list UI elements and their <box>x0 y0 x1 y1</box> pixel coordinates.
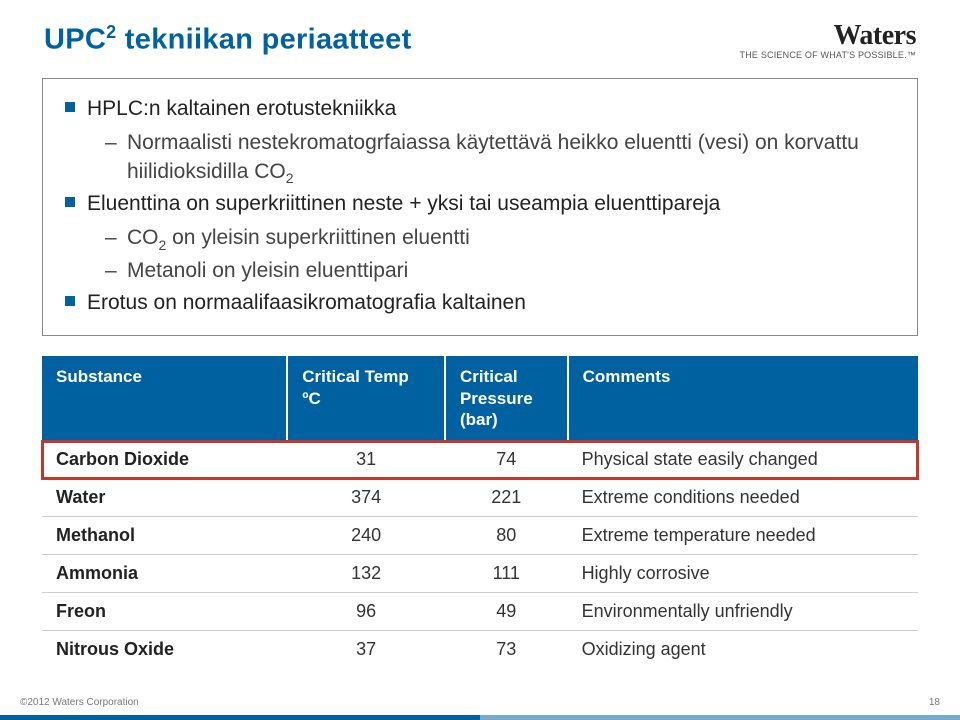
cell-substance: Methanol <box>42 517 287 555</box>
cell-substance: Freon <box>42 593 287 631</box>
th-temp: Critical Temp ºC <box>287 356 445 440</box>
th-substance: Substance <box>42 356 287 440</box>
bullet-2-1: CO2 on yleisin superkriittinen eluentti <box>105 224 895 252</box>
data-table: Substance Critical Temp ºC Critical Pres… <box>42 356 918 668</box>
cell-pressure: 49 <box>445 593 568 631</box>
bullet-3: Erotus on normaalifaasikromatografia kal… <box>65 289 895 317</box>
cell-pressure: 73 <box>445 631 568 669</box>
content-box: HPLC:n kaltainen erotustekniikka Normaal… <box>42 78 918 336</box>
square-icon <box>65 197 75 207</box>
cell-pressure: 111 <box>445 555 568 593</box>
cell-comment: Extreme temperature needed <box>568 517 918 555</box>
table-row: Freon9649Environmentally unfriendly <box>42 593 918 631</box>
table-row: Ammonia132111Highly corrosive <box>42 555 918 593</box>
cell-temp: 132 <box>287 555 445 593</box>
cell-comment: Oxidizing agent <box>568 631 918 669</box>
cell-temp: 240 <box>287 517 445 555</box>
page-title: UPC2 tekniikan periaatteet <box>44 22 412 57</box>
cell-comment: Extreme conditions needed <box>568 479 918 517</box>
bullet-3-text: Erotus on normaalifaasikromatografia kal… <box>87 289 526 317</box>
header: UPC2 tekniikan periaatteet Waters THE SC… <box>0 0 960 60</box>
cell-temp: 37 <box>287 631 445 669</box>
cell-substance: Ammonia <box>42 555 287 593</box>
copyright: ©2012 Waters Corporation <box>20 697 139 708</box>
th-pressure-l2: Pressure <box>460 389 533 408</box>
table-row: Nitrous Oxide3773Oxidizing agent <box>42 631 918 669</box>
cell-pressure: 80 <box>445 517 568 555</box>
cell-comment: Physical state easily changed <box>568 441 918 479</box>
cell-pressure: 74 <box>445 441 568 479</box>
cell-temp: 374 <box>287 479 445 517</box>
logo-tagline: THE SCIENCE OF WHAT'S POSSIBLE.™ <box>740 50 916 60</box>
th-pressure-l3: (bar) <box>460 410 498 429</box>
bullet-1: HPLC:n kaltainen erotustekniikka <box>65 95 895 123</box>
th-pressure-l1: Critical <box>460 367 518 386</box>
title-pre: UPC <box>44 24 106 56</box>
cell-substance: Carbon Dioxide <box>42 441 287 479</box>
table-row: Water374221Extreme conditions needed <box>42 479 918 517</box>
bottom-accent-bar <box>0 715 960 720</box>
cell-temp: 96 <box>287 593 445 631</box>
logo-text: Waters <box>740 20 916 52</box>
cell-comment: Environmentally unfriendly <box>568 593 918 631</box>
footer: ©2012 Waters Corporation 18 <box>20 697 940 708</box>
table: Substance Critical Temp ºC Critical Pres… <box>42 356 918 668</box>
cell-temp: 31 <box>287 441 445 479</box>
cell-substance: Water <box>42 479 287 517</box>
bullet-2-2: Metanoli on yleisin eluenttipari <box>105 257 895 285</box>
th-comments: Comments <box>568 356 918 440</box>
bullet-1-text: HPLC:n kaltainen erotustekniikka <box>87 95 396 123</box>
page-number: 18 <box>929 697 940 708</box>
square-icon <box>65 102 75 112</box>
title-post: tekniikan periaatteet <box>116 24 411 56</box>
title-sup: 2 <box>106 22 116 42</box>
square-icon <box>65 296 75 306</box>
th-pressure: Critical Pressure (bar) <box>445 356 568 440</box>
bullet-2-text: Eluenttina on superkriittinen neste + yk… <box>87 190 720 218</box>
bullet-2-1-pre: CO <box>127 226 159 249</box>
cell-substance: Nitrous Oxide <box>42 631 287 669</box>
table-body: Carbon Dioxide3174Physical state easily … <box>42 441 918 669</box>
cell-pressure: 221 <box>445 479 568 517</box>
slide: UPC2 tekniikan periaatteet Waters THE SC… <box>0 0 960 720</box>
bullet-1-1-pre: Normaalisti nestekromatogrfaiassa käytet… <box>127 131 859 182</box>
table-head: Substance Critical Temp ºC Critical Pres… <box>42 356 918 440</box>
logo: Waters THE SCIENCE OF WHAT'S POSSIBLE.™ <box>740 20 916 60</box>
bullet-1-1: Normaalisti nestekromatogrfaiassa käytet… <box>105 129 895 186</box>
bullet-2-1-post: on yleisin superkriittinen eluentti <box>166 226 470 249</box>
table-row: Methanol24080Extreme temperature needed <box>42 517 918 555</box>
cell-comment: Highly corrosive <box>568 555 918 593</box>
table-row: Carbon Dioxide3174Physical state easily … <box>42 441 918 479</box>
bullet-2: Eluenttina on superkriittinen neste + yk… <box>65 190 895 218</box>
